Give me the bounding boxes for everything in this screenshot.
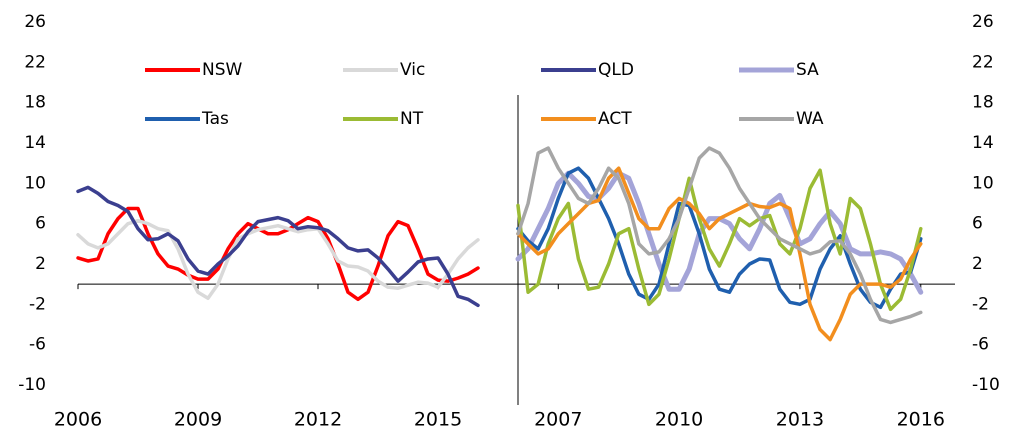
y-tick-label: -6 [972,335,989,355]
y-tick-label: 2 [35,254,46,274]
series-line [516,166,923,310]
x-tick-label: 2012 [294,409,342,431]
x-tick-label: 2007 [534,409,582,431]
legend-label: SA [796,60,819,80]
legend-label: NSW [202,60,243,80]
legend-label: NT [400,109,424,129]
y-tick-label: 26 [24,12,46,32]
series-line [76,206,480,302]
y-tick-label: 2 [972,254,983,274]
series-line [516,146,923,325]
x-tick-label: 2013 [776,409,824,431]
y-tick-label: -10 [972,375,1000,395]
y-tick-label: -10 [18,375,46,395]
series-line [516,166,923,342]
y-tick-label: 18 [24,93,46,113]
y-tick-label: 22 [972,52,994,72]
y-tick-label: -2 [972,294,989,314]
legend-label: ACT [598,109,632,129]
x-tick-label: 2006 [54,409,102,431]
y-tick-label: 6 [35,214,46,234]
legend-label: Vic [400,60,425,80]
x-tick-label: 2016 [897,409,945,431]
y-tick-label: 26 [972,12,994,32]
x-tick-label: 2015 [414,409,462,431]
y-tick-label: -2 [29,294,46,314]
y-tick-label: 10 [972,173,994,193]
series-line [76,185,480,308]
series-line [76,218,480,301]
x-tick-label: 2009 [174,409,222,431]
legend-label: WA [796,109,824,129]
y-tick-label: 14 [24,133,46,153]
y-tick-label: 18 [972,93,994,113]
legend-label: Tas [201,109,229,129]
y-tick-label: 10 [24,173,46,193]
series-line [516,168,923,312]
y-tick-label: 6 [972,214,983,234]
x-tick-label: 2010 [655,409,703,431]
y-tick-label: -6 [29,335,46,355]
y-tick-label: 22 [24,52,46,72]
legend-label: QLD [598,60,634,80]
y-tick-label: 14 [972,133,994,153]
